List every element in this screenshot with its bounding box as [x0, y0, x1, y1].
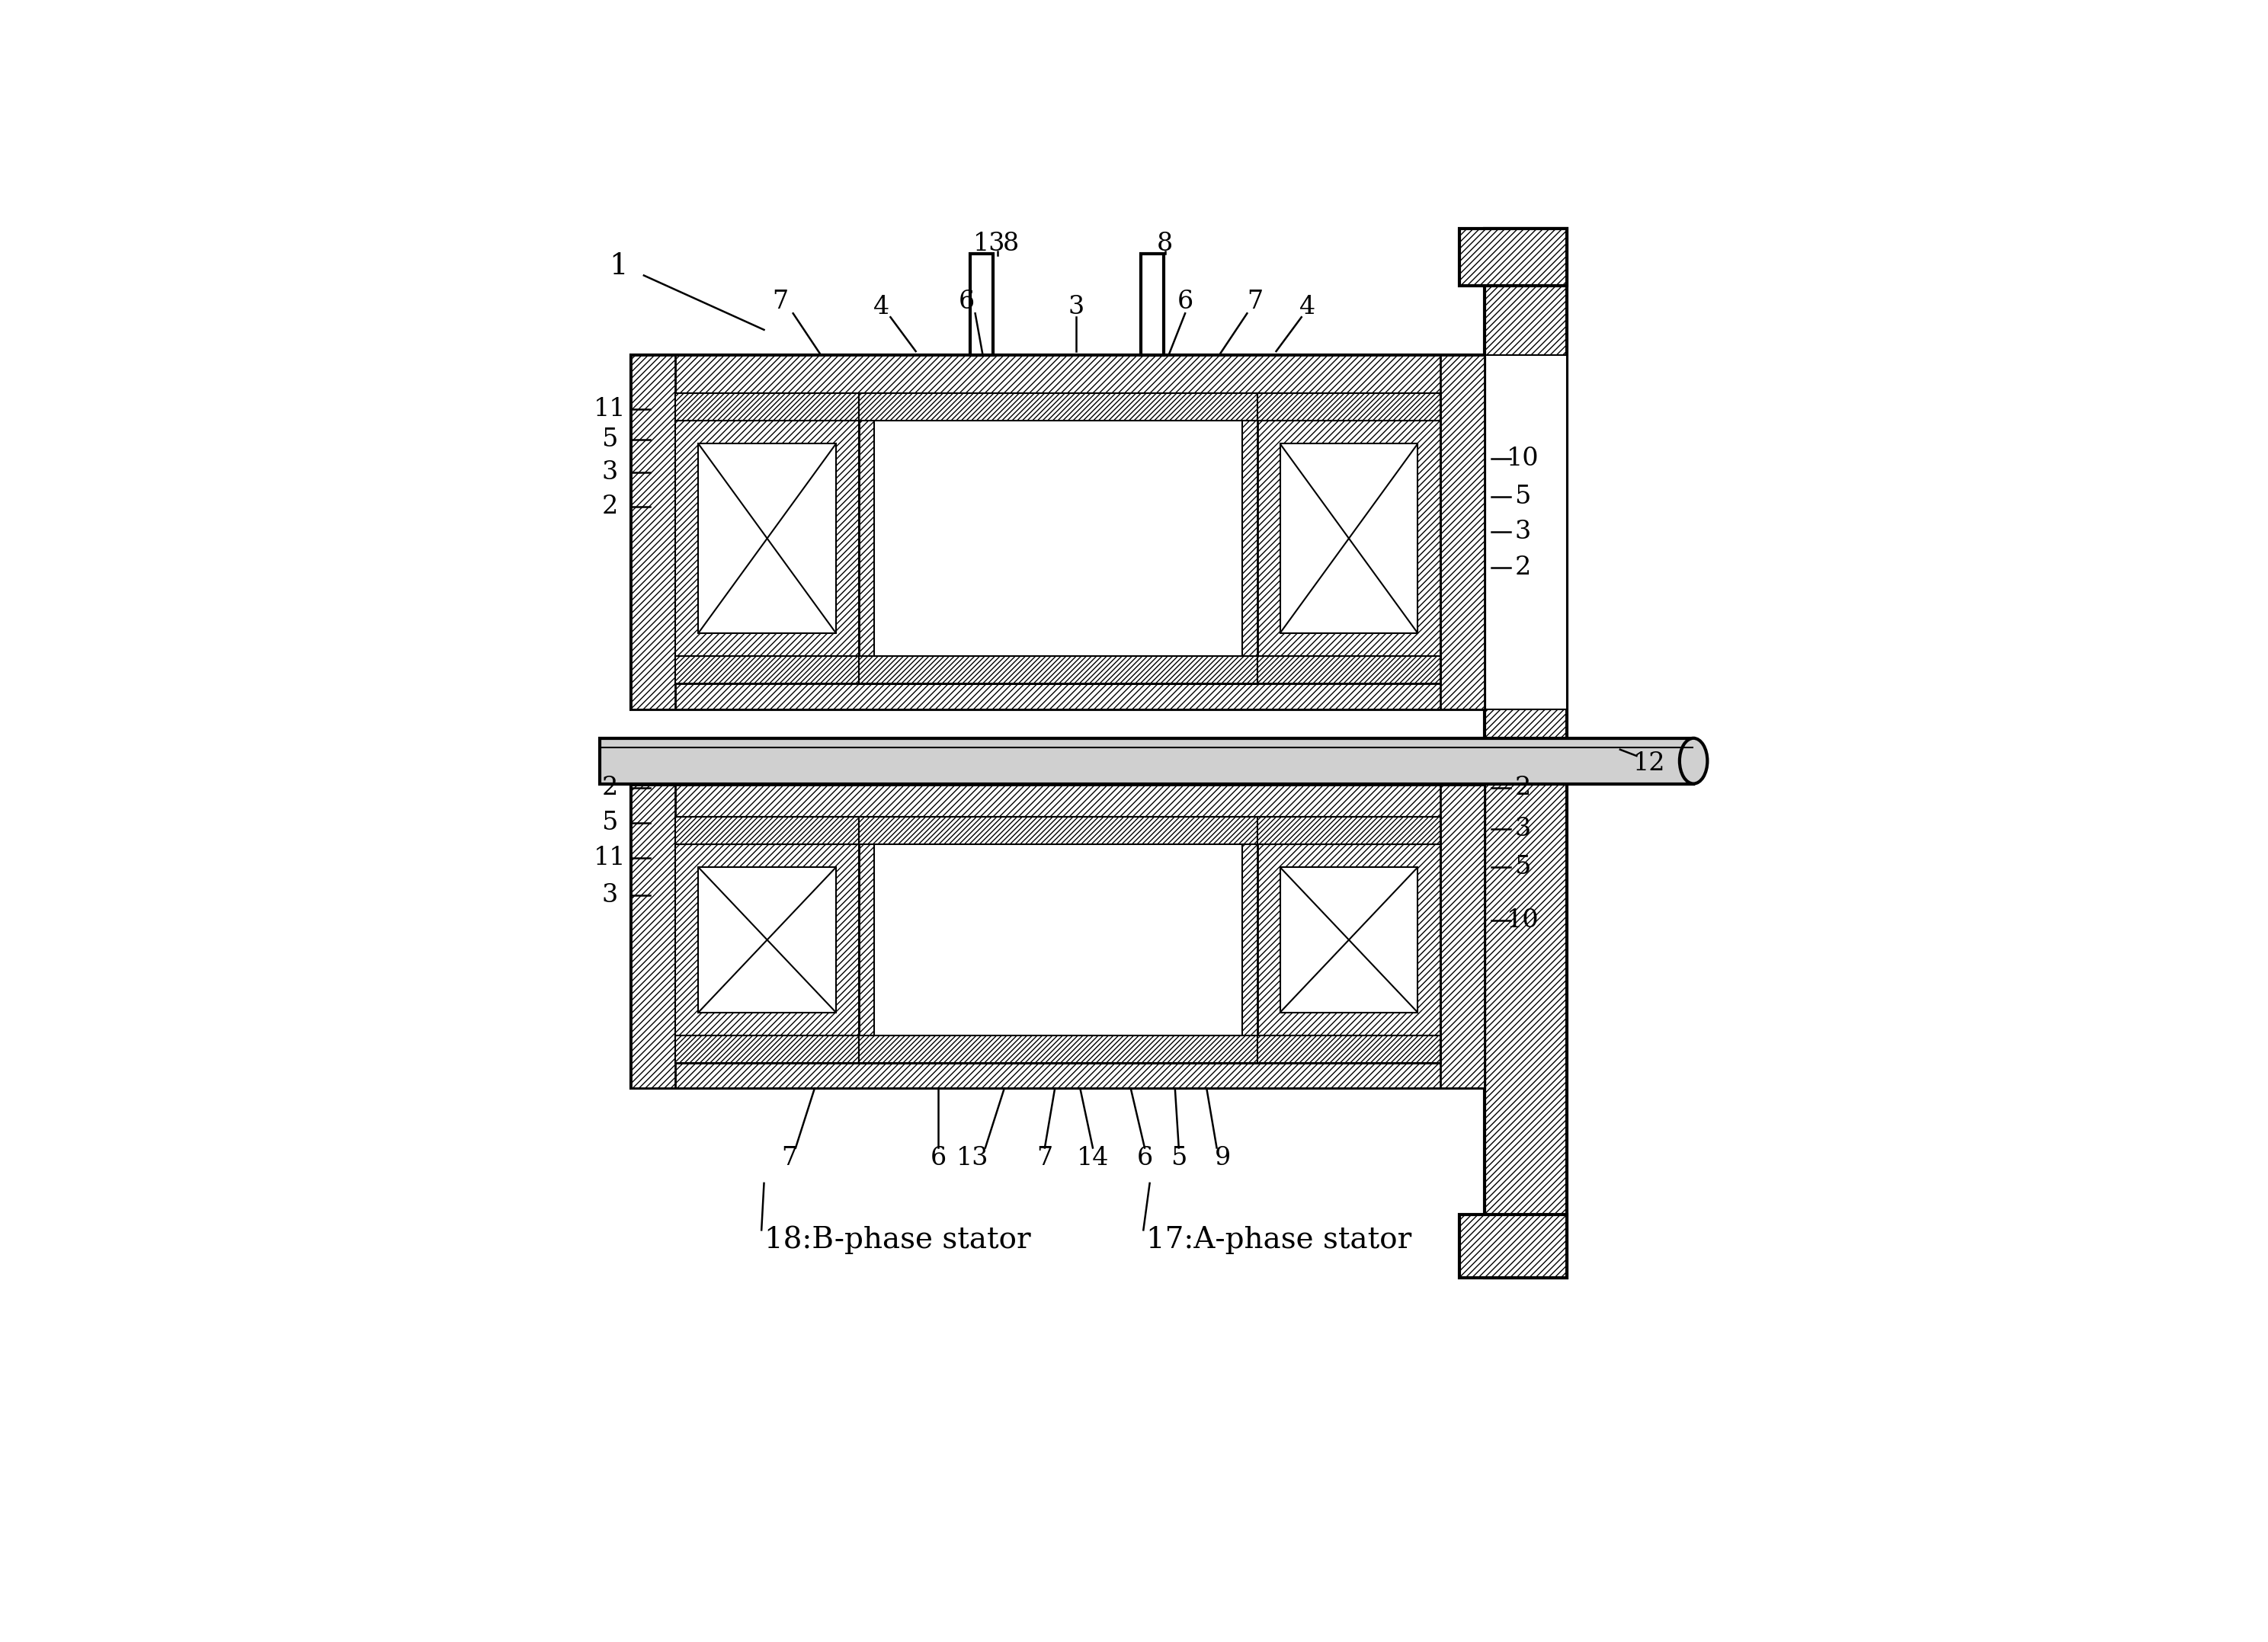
Bar [676, 816, 1440, 844]
Bar [873, 409, 1243, 668]
Bar [631, 785, 676, 1089]
Bar [1141, 255, 1163, 355]
Text: 2: 2 [1515, 555, 1531, 580]
Text: 6: 6 [1177, 289, 1193, 314]
Bar [860, 657, 1256, 683]
Bar [873, 832, 1243, 1048]
Text: 5: 5 [601, 427, 617, 452]
Bar [631, 355, 1486, 392]
Bar [676, 844, 860, 1036]
Text: 2: 2 [601, 494, 617, 519]
Bar [1279, 867, 1418, 1013]
Text: 7: 7 [773, 289, 789, 314]
Text: 5: 5 [1515, 484, 1531, 509]
Bar [676, 392, 1440, 420]
Text: 12: 12 [1633, 752, 1665, 775]
Bar [1279, 443, 1418, 634]
Text: 5: 5 [1515, 855, 1531, 880]
Bar [631, 355, 1486, 709]
Text: 13: 13 [957, 1146, 989, 1171]
Text: 2: 2 [1515, 775, 1531, 800]
Bar [1440, 355, 1486, 709]
Bar [631, 785, 1486, 1089]
Bar [676, 392, 1440, 683]
Text: 11: 11 [594, 397, 626, 422]
Bar [860, 392, 1256, 683]
Bar [860, 816, 1256, 844]
Bar [699, 443, 837, 634]
Text: 11: 11 [594, 846, 626, 870]
Text: 5: 5 [601, 811, 617, 836]
Bar [1440, 785, 1486, 1089]
Text: 3: 3 [601, 883, 617, 906]
Bar [699, 867, 837, 1013]
Text: 7: 7 [780, 1146, 798, 1171]
Bar [971, 255, 993, 355]
Bar [631, 355, 676, 709]
Bar [631, 1057, 1486, 1089]
Bar [676, 657, 860, 683]
Text: 4: 4 [1300, 296, 1315, 319]
Text: 3: 3 [1515, 521, 1531, 544]
Text: 8: 8 [1002, 232, 1018, 256]
Bar [1256, 816, 1440, 844]
Text: 10: 10 [1506, 447, 1540, 471]
Text: 3: 3 [601, 460, 617, 484]
Bar [631, 678, 1486, 709]
Bar [1486, 228, 1567, 1277]
Bar [1256, 1036, 1440, 1062]
Text: 18:B-phase stator: 18:B-phase stator [764, 1227, 1030, 1254]
Bar [676, 816, 860, 844]
Bar [676, 1036, 1440, 1062]
Text: 8: 8 [1157, 232, 1173, 256]
Text: 6: 6 [1136, 1146, 1152, 1171]
Bar [599, 739, 1694, 783]
Bar [1256, 657, 1440, 683]
Bar [860, 392, 1256, 420]
Bar [676, 657, 1440, 683]
Text: 7: 7 [1036, 1146, 1052, 1171]
Text: 1: 1 [610, 253, 628, 281]
Bar [1461, 228, 1567, 286]
Text: 14: 14 [1077, 1146, 1109, 1171]
Text: 7: 7 [1247, 289, 1263, 314]
Text: 4: 4 [873, 296, 889, 319]
Ellipse shape [1681, 739, 1708, 783]
Text: 17:A-phase stator: 17:A-phase stator [1145, 1227, 1411, 1254]
Bar [676, 420, 860, 657]
Bar [676, 392, 860, 420]
Text: 3: 3 [1068, 296, 1084, 319]
Bar [1461, 1215, 1567, 1277]
Bar [1486, 355, 1567, 709]
Bar [676, 816, 1440, 1062]
Text: 9: 9 [1216, 1146, 1232, 1171]
Text: 6: 6 [930, 1146, 946, 1171]
Text: 3: 3 [1515, 818, 1531, 841]
Bar [1486, 355, 1567, 381]
Text: 13: 13 [973, 232, 1005, 256]
Bar [860, 816, 1256, 1062]
Bar [1256, 392, 1440, 420]
Text: 2: 2 [601, 775, 617, 800]
Bar [1256, 844, 1440, 1036]
Bar [860, 1036, 1256, 1062]
Text: 6: 6 [959, 289, 975, 314]
Bar [676, 1036, 860, 1062]
Text: 5: 5 [1170, 1146, 1186, 1171]
Text: 10: 10 [1506, 908, 1540, 933]
Bar [1256, 420, 1440, 657]
Bar [631, 785, 1486, 816]
